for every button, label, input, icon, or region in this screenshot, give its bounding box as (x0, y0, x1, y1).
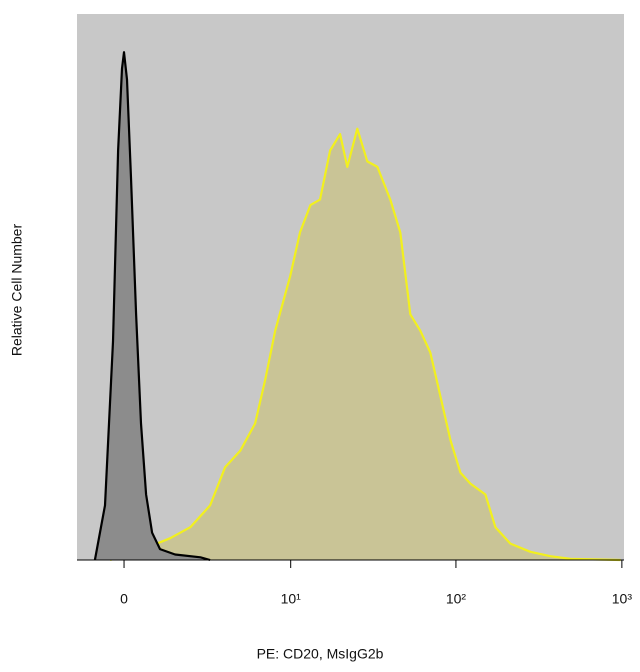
area-fill (94, 52, 211, 560)
x-tick-label: 10² (446, 591, 467, 607)
x-tick-label: 0 (120, 591, 128, 607)
series-line (93, 51, 211, 562)
x-axis-label: PE: CD20, MsIgG2b (257, 646, 384, 662)
area-fill (110, 128, 621, 560)
x-tick-label: 10³ (612, 591, 633, 607)
x-tick-label: 10¹ (281, 591, 302, 607)
y-axis-label: Relative Cell Number (9, 224, 25, 357)
series-line (109, 127, 621, 562)
